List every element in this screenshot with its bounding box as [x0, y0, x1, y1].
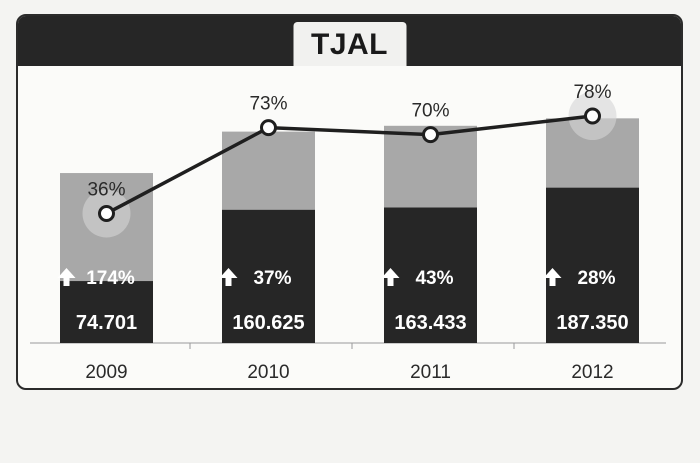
x-tick-label-2012: 2012: [571, 362, 613, 383]
bar-dark-2009: [60, 281, 153, 343]
line-point-2010: [260, 119, 277, 137]
arrow-up-icon: [57, 268, 76, 286]
line-point-2012: [584, 107, 601, 125]
percent-label-2012: 78%: [573, 82, 611, 103]
x-tick-label-2009: 2009: [85, 362, 127, 383]
bar-dark-2010: [222, 209, 315, 343]
arrow-up-icon: [381, 268, 400, 286]
line-point-2009: [98, 204, 115, 222]
growth-label-2010: 37%: [253, 268, 291, 289]
x-tick-label-2010: 2010: [247, 362, 289, 383]
percent-label-2009: 36%: [87, 179, 125, 200]
value-label-2009: 74.701: [76, 312, 137, 334]
chart-title: TJAL: [293, 22, 406, 66]
bar-dark-2011: [384, 207, 477, 343]
growth-label-2012: 28%: [577, 268, 615, 289]
value-label-2012: 187.350: [556, 312, 628, 334]
value-label-2011: 163.433: [394, 312, 466, 334]
x-tick-label-2011: 2011: [410, 362, 451, 383]
percent-label-2011: 70%: [411, 101, 449, 122]
arrow-up-icon: [543, 268, 562, 286]
percent-line: [105, 114, 593, 216]
growth-label-2009: 174%: [86, 268, 135, 289]
line-point-2011: [422, 126, 439, 144]
arrow-up-icon: [219, 268, 238, 286]
bar-dark-2012: [546, 187, 639, 343]
value-label-2010: 160.625: [232, 312, 304, 334]
growth-label-2011: 43%: [415, 268, 453, 289]
percent-label-2010: 73%: [249, 94, 287, 115]
